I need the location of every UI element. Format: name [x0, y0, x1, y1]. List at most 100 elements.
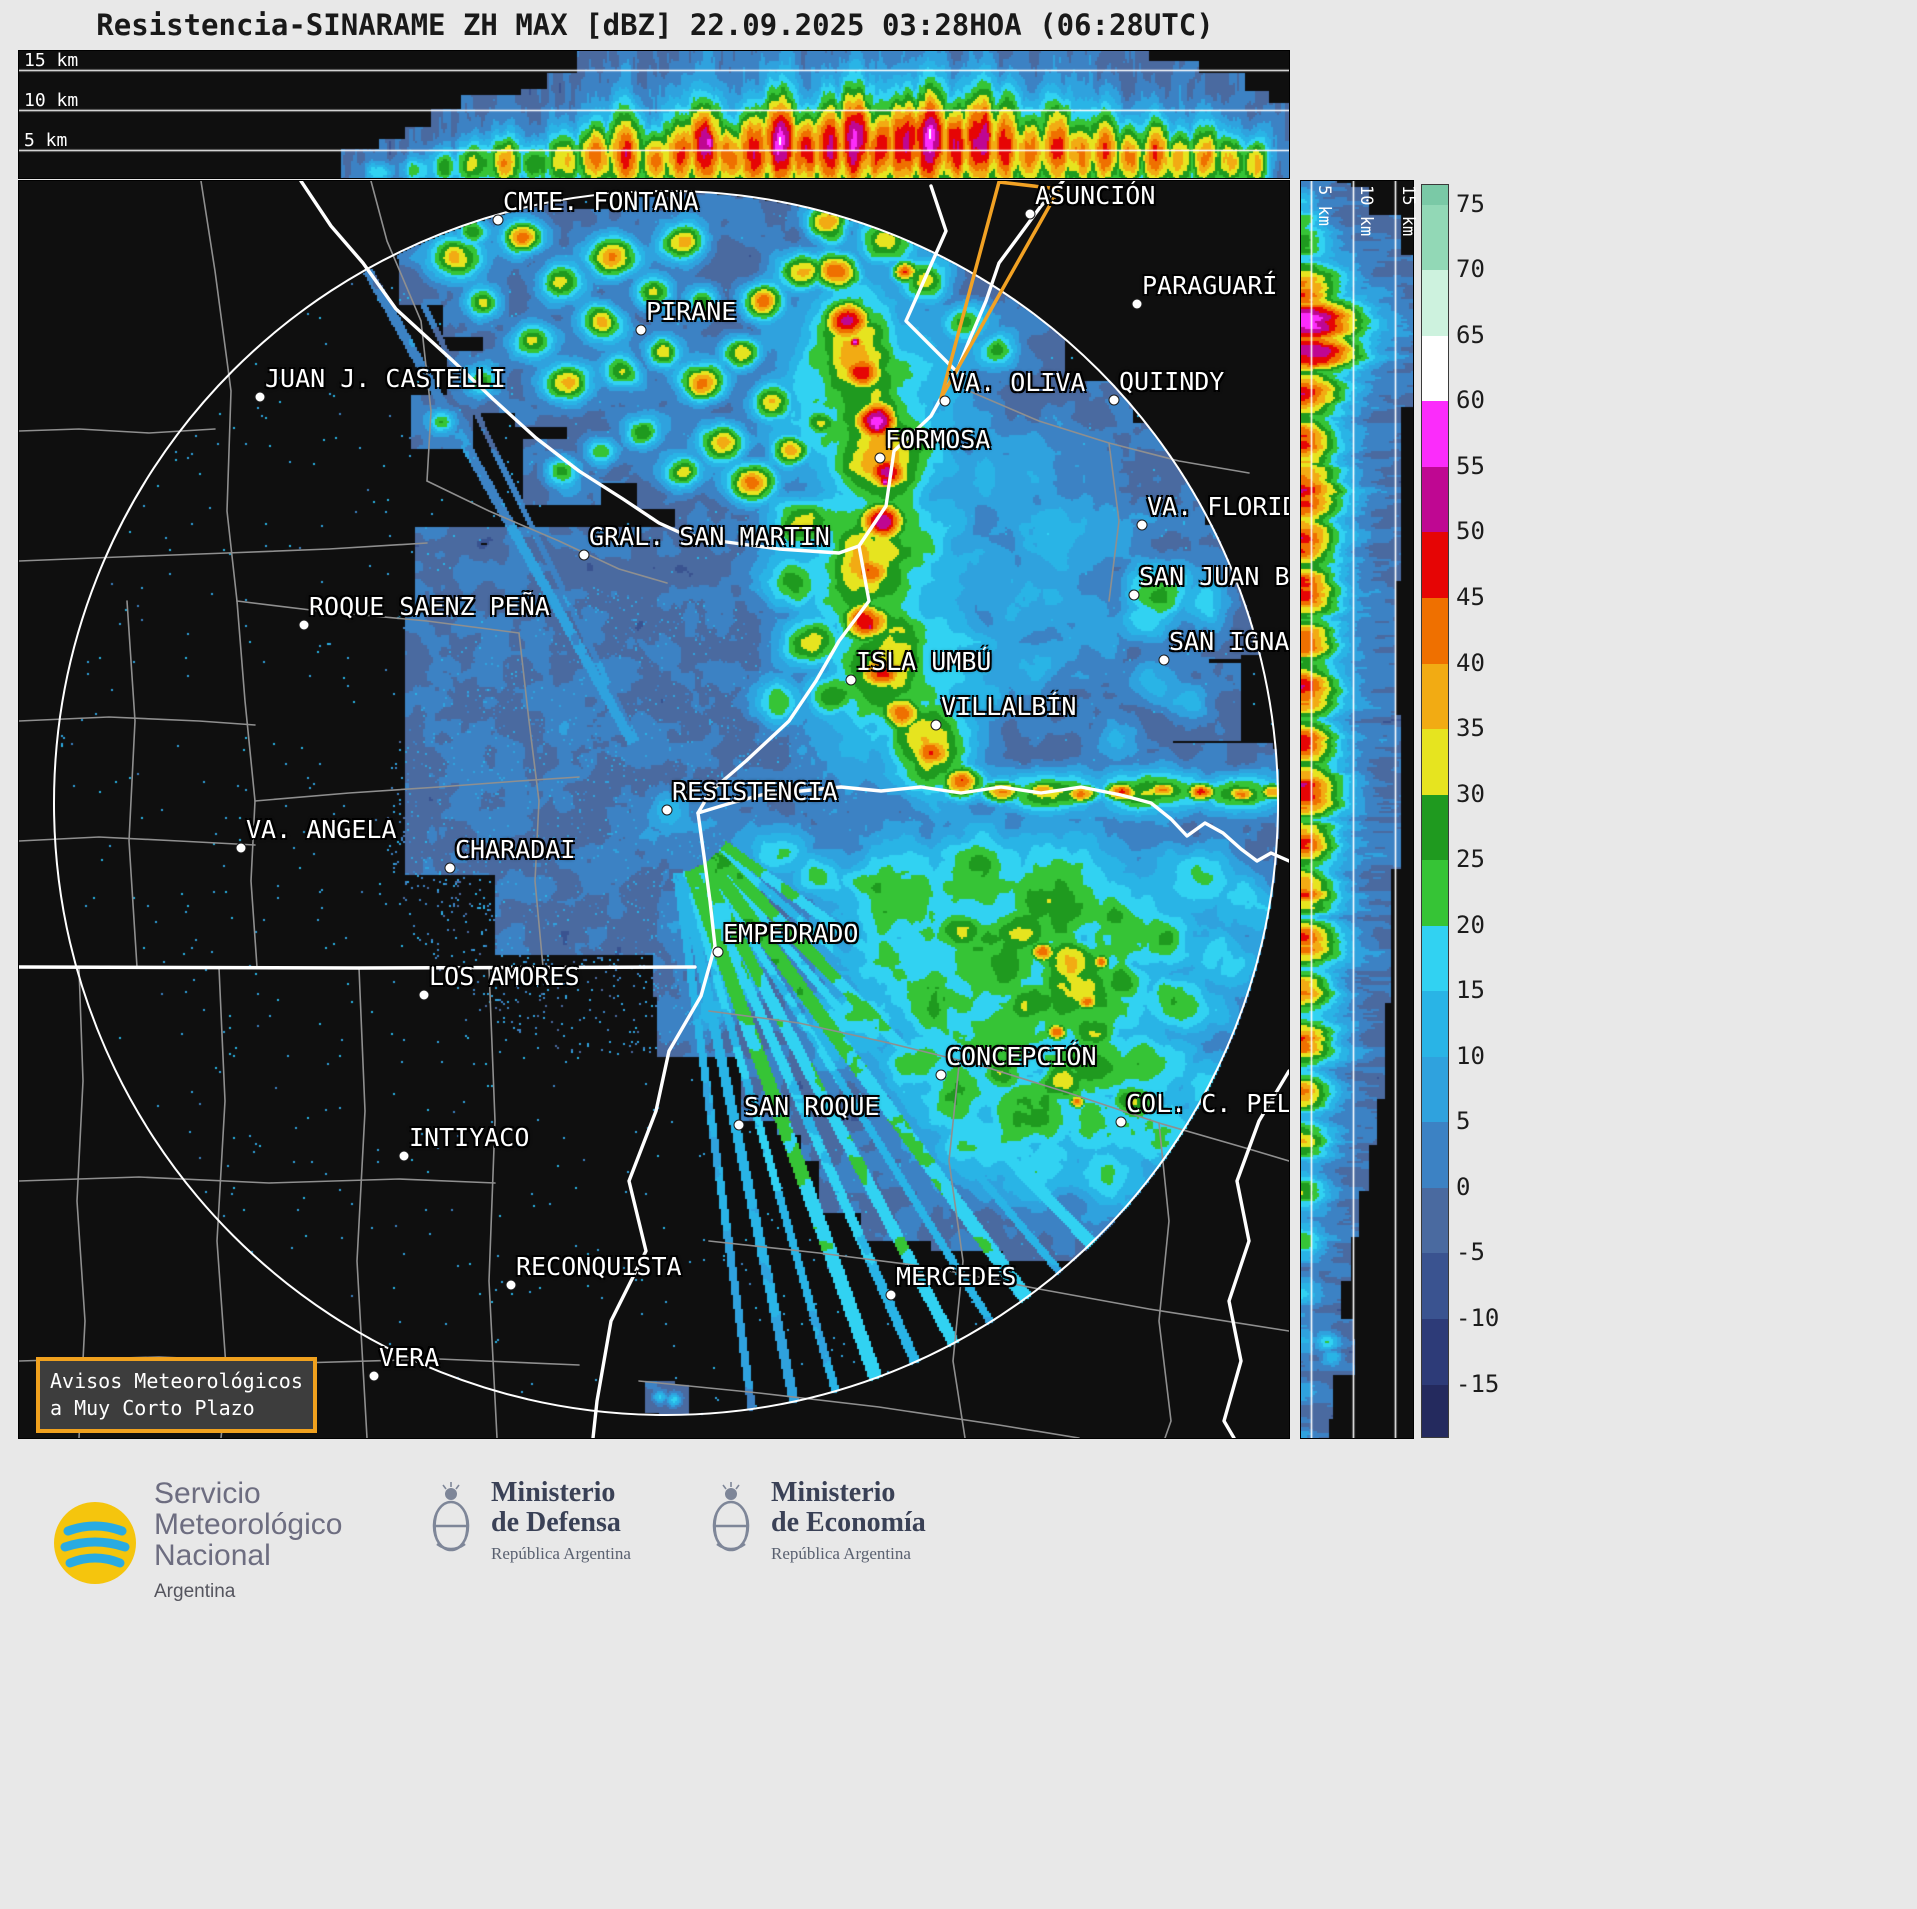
ministry-title-line: Ministerio — [491, 1477, 616, 1508]
city-label: RECONQUISTA — [516, 1252, 682, 1281]
city-dot — [235, 842, 247, 854]
colorbar-segment — [1422, 1319, 1448, 1385]
city-dot — [874, 452, 886, 464]
smn-wordmark: Servicio Meteorológico Nacional Argentin… — [154, 1478, 342, 1607]
city-dot — [930, 719, 942, 731]
colorbar-tick-label: 40 — [1456, 648, 1485, 677]
city-label: VILLALBÍN — [941, 692, 1077, 721]
ministry-economia-wordmark: Ministerio de Economía República Argenti… — [771, 1478, 926, 1564]
colorbar-segment — [1422, 729, 1448, 795]
colorbar-segment — [1422, 401, 1448, 467]
right-cross-section-panel: 5 km 10 km 15 km — [1300, 180, 1418, 1439]
city-label: VA. ANGELA — [246, 815, 397, 844]
colorbar-segment — [1422, 597, 1448, 664]
alert-box-line: Avisos Meteorológicos — [50, 1369, 303, 1393]
colorbar-segment — [1422, 1122, 1448, 1188]
colorbar-tick-label: -5 — [1456, 1238, 1485, 1267]
colorbar-segment — [1422, 925, 1448, 992]
colorbar-tick-label: -15 — [1456, 1369, 1500, 1398]
city-dot — [368, 1370, 380, 1382]
colorbar-segment — [1422, 185, 1448, 205]
city-label: QUIINDY — [1119, 367, 1225, 396]
city-dot — [1136, 519, 1148, 531]
colorbar-segment — [1422, 1253, 1448, 1319]
smn-logo-block: Servicio Meteorológico Nacional Argentin… — [52, 1478, 342, 1607]
colorbar-segment — [1422, 270, 1448, 336]
city-dot — [1128, 589, 1140, 601]
alert-box-line: a Muy Corto Plazo — [50, 1396, 255, 1420]
city-dot — [1115, 1116, 1127, 1128]
colorbar-segment — [1422, 204, 1448, 271]
alert-box[interactable]: Avisos Meteorológicos a Muy Corto Plazo — [36, 1357, 317, 1433]
city-label: CHARADAI — [455, 835, 576, 864]
colorbar-tick-label: 5 — [1456, 1107, 1471, 1136]
city-label: CONCEPCIÓN — [946, 1042, 1097, 1071]
colorbar-tick-label: 35 — [1456, 714, 1485, 743]
altitude-axis-label-10km: 10 km — [24, 90, 79, 111]
altitude-axis-label-5km: 5 km — [24, 130, 68, 151]
city-label: FORMOSA — [885, 425, 991, 454]
ministry-subtitle: República Argentina — [491, 1544, 631, 1563]
city-label: RESISTENCIA — [672, 777, 838, 806]
city-label: EMPEDRADO — [723, 919, 859, 948]
main-radar-canvas — [19, 181, 1289, 1438]
colorbar-tick-label: 45 — [1456, 582, 1485, 611]
smn-wordmark-line: Meteorológico — [154, 1508, 343, 1541]
city-dot — [635, 324, 647, 336]
city-label: VERA — [379, 1343, 440, 1372]
altitude-axis-label-10km: 10 km — [1356, 185, 1376, 237]
city-label: COL. C. PELLEGRINI — [1126, 1089, 1289, 1118]
city-dot — [254, 391, 266, 403]
colorbar-segment — [1422, 335, 1448, 402]
colorbar-segment — [1422, 794, 1448, 861]
smn-wordmark-line: Servicio — [154, 1477, 261, 1510]
top-cross-section-panel: 15 km 10 km 5 km — [18, 50, 1290, 179]
colorbar-segment — [1422, 466, 1448, 533]
city-label: JUAN J. CASTELLI — [265, 364, 506, 393]
city-dot — [578, 549, 590, 561]
city-dot — [298, 619, 310, 631]
altitude-axis-label-15km: 15 km — [24, 50, 79, 71]
city-label: LOS AMORES — [429, 962, 580, 991]
city-label: PIRANE — [646, 297, 737, 326]
city-dot — [398, 1150, 410, 1162]
city-dot — [845, 674, 857, 686]
smn-logo-icon — [54, 1501, 136, 1584]
city-dot — [935, 1069, 947, 1081]
national-crest-icon — [432, 1482, 470, 1552]
colorbar-tick-label: 0 — [1456, 1172, 1471, 1201]
altitude-axis-label-5km: 5 km — [1314, 185, 1334, 226]
colorbar-segment — [1422, 991, 1448, 1057]
city-label: GRAL. SAN MARTIN — [589, 522, 830, 551]
ministry-subtitle: República Argentina — [771, 1544, 911, 1563]
city-label: VA. FLORIDA — [1147, 492, 1289, 521]
ministry-economia-block: Ministerio de Economía República Argenti… — [705, 1478, 926, 1564]
city-dot — [418, 989, 430, 1001]
top-cross-section-canvas — [19, 51, 1289, 178]
city-dot — [1024, 208, 1036, 220]
city-dot — [712, 946, 724, 958]
colorbar-segment — [1422, 663, 1448, 730]
city-dot — [1131, 298, 1143, 310]
city-label: INTIYACO — [409, 1123, 530, 1152]
city-label: ASUNCIÓN — [1035, 181, 1156, 210]
main-radar-map-panel: CMTE. FONTANA ASUNCIÓN PARAGUARÍ PIRANE JUAN… — [18, 180, 1290, 1439]
city-dot — [939, 395, 951, 407]
city-dot — [444, 862, 456, 874]
colorbar-tick-label: 70 — [1456, 255, 1485, 284]
dbz-colorbar — [1421, 184, 1449, 1438]
ministry-defensa-block: Ministerio de Defensa República Argentin… — [425, 1478, 631, 1564]
ministry-title-line: Ministerio — [771, 1477, 896, 1508]
right-cross-section-canvas — [1301, 181, 1413, 1438]
city-label: MERCEDES — [896, 1262, 1017, 1291]
city-dot — [733, 1119, 745, 1131]
smn-country-label: Argentina — [154, 1581, 236, 1602]
city-label: SAN JUAN BAUTISTA — [1139, 562, 1290, 591]
city-dot — [492, 214, 504, 226]
city-label: ROQUE SAENZ PEÑA — [309, 592, 550, 621]
colorbar-tick-label: -10 — [1456, 1304, 1500, 1332]
national-crest-icon — [712, 1482, 750, 1552]
colorbar-tick-label: 30 — [1456, 779, 1485, 808]
colorbar-tick-label: 25 — [1456, 845, 1485, 874]
